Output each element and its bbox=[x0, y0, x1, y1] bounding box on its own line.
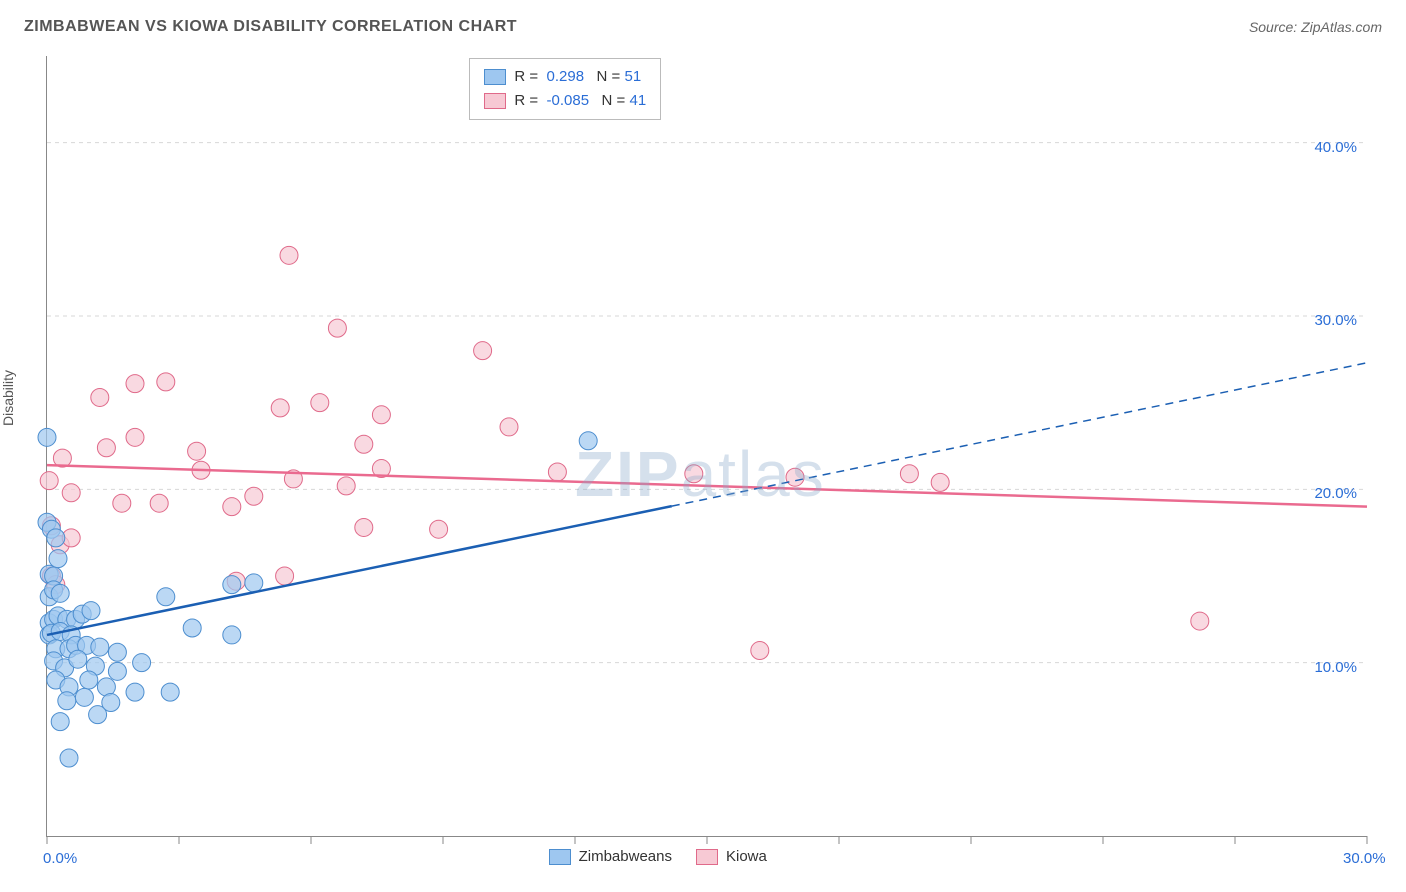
watermark: ZIPatlas bbox=[575, 437, 826, 511]
chart-container: ZIMBABWEAN VS KIOWA DISABILITY CORRELATI… bbox=[0, 0, 1406, 892]
y-tick-label: 10.0% bbox=[1314, 659, 1357, 676]
series-legend: Zimbabweans Kiowa bbox=[549, 848, 767, 865]
series-legend-item: Zimbabweans bbox=[549, 848, 672, 865]
series-legend-item: Kiowa bbox=[696, 848, 767, 865]
x-tick-label: 30.0% bbox=[1343, 850, 1386, 867]
y-tick-label: 40.0% bbox=[1314, 139, 1357, 156]
chart-title: ZIMBABWEAN VS KIOWA DISABILITY CORRELATI… bbox=[24, 18, 517, 36]
plot-area: 10.0%20.0%30.0%40.0%0.0%30.0%ZIPatlas R … bbox=[46, 56, 1367, 837]
legend-swatch bbox=[696, 849, 718, 865]
header: ZIMBABWEAN VS KIOWA DISABILITY CORRELATI… bbox=[24, 18, 1382, 36]
series-legend-label: Zimbabweans bbox=[579, 848, 672, 865]
series-legend-label: Kiowa bbox=[726, 848, 767, 865]
y-tick-label: 30.0% bbox=[1314, 312, 1357, 329]
stats-legend-row: R = 0.298 N = 51 bbox=[484, 65, 646, 89]
source-label: Source: ZipAtlas.com bbox=[1249, 19, 1382, 35]
y-tick-label: 20.0% bbox=[1314, 485, 1357, 502]
y-axis-label: Disability bbox=[0, 370, 16, 426]
x-tick-label: 0.0% bbox=[43, 850, 77, 867]
legend-swatch bbox=[484, 93, 506, 109]
legend-swatch bbox=[484, 69, 506, 85]
stats-legend: R = 0.298 N = 51 R = -0.085 N = 41 bbox=[469, 58, 661, 120]
legend-swatch bbox=[549, 849, 571, 865]
stats-legend-row: R = -0.085 N = 41 bbox=[484, 89, 646, 113]
